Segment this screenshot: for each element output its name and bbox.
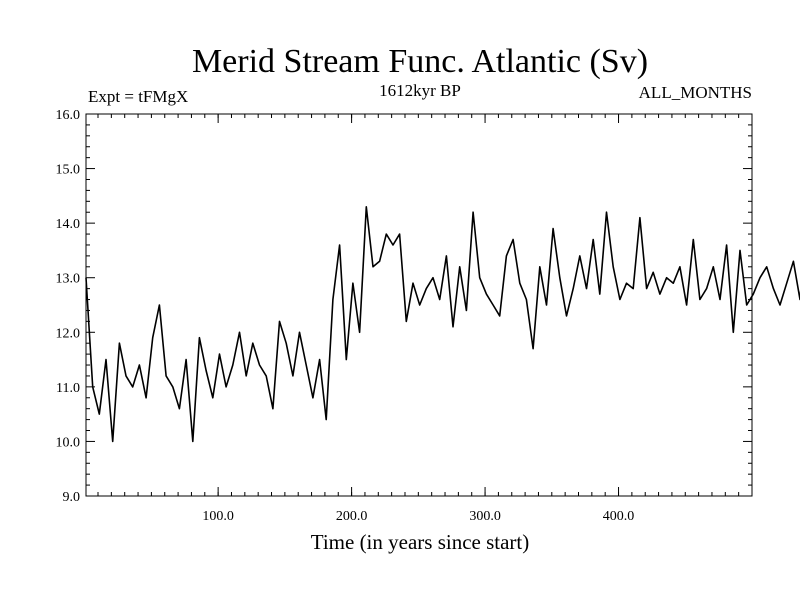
axis-ticks [86, 113, 752, 497]
x-tick-label: 300.0 [469, 509, 501, 524]
y-tick-label: 12.0 [56, 326, 81, 341]
months-label: ALL_MONTHS [639, 83, 752, 102]
x-tick-label: 200.0 [336, 509, 368, 524]
x-tick-label: 400.0 [603, 509, 635, 524]
plot-frame [85, 113, 753, 497]
x-tick-label: 100.0 [202, 509, 234, 524]
experiment-label: Expt = tFMgX [88, 87, 188, 106]
x-axis-label: Time (in years since start) [311, 530, 530, 554]
axis-tick-labels: 100.0 200.0 300.0 400.0 9.0 10.0 11.0 12.0 13.0 1… [56, 108, 635, 524]
y-tick-label: 15.0 [56, 163, 81, 178]
series-line [85, 206, 800, 443]
y-tick-label: 9.0 [63, 490, 81, 505]
y-tick-label: 14.0 [56, 217, 81, 232]
chart-title: Merid Stream Func. Atlantic (Sv) [192, 43, 648, 80]
period-label: 1612kyr BP [379, 81, 461, 100]
y-tick-label: 11.0 [56, 381, 80, 396]
y-tick-label: 13.0 [56, 272, 81, 287]
y-tick-label: 10.0 [56, 435, 81, 450]
y-tick-label: 16.0 [56, 108, 81, 123]
